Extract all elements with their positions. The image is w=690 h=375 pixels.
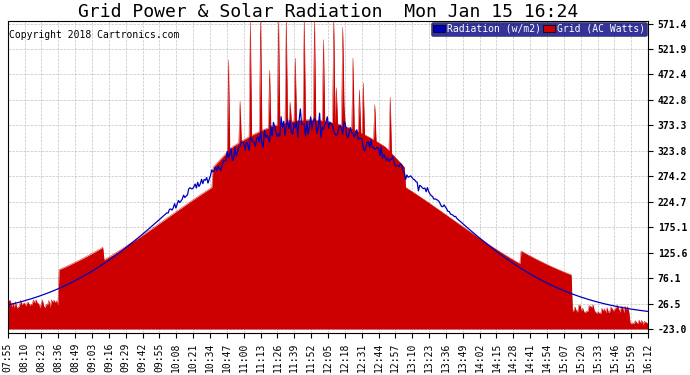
Legend: Radiation (w/m2), Grid (AC Watts): Radiation (w/m2), Grid (AC Watts): [431, 22, 647, 36]
Title: Grid Power & Solar Radiation  Mon Jan 15 16:24: Grid Power & Solar Radiation Mon Jan 15 …: [78, 3, 578, 21]
Text: Copyright 2018 Cartronics.com: Copyright 2018 Cartronics.com: [9, 30, 179, 40]
